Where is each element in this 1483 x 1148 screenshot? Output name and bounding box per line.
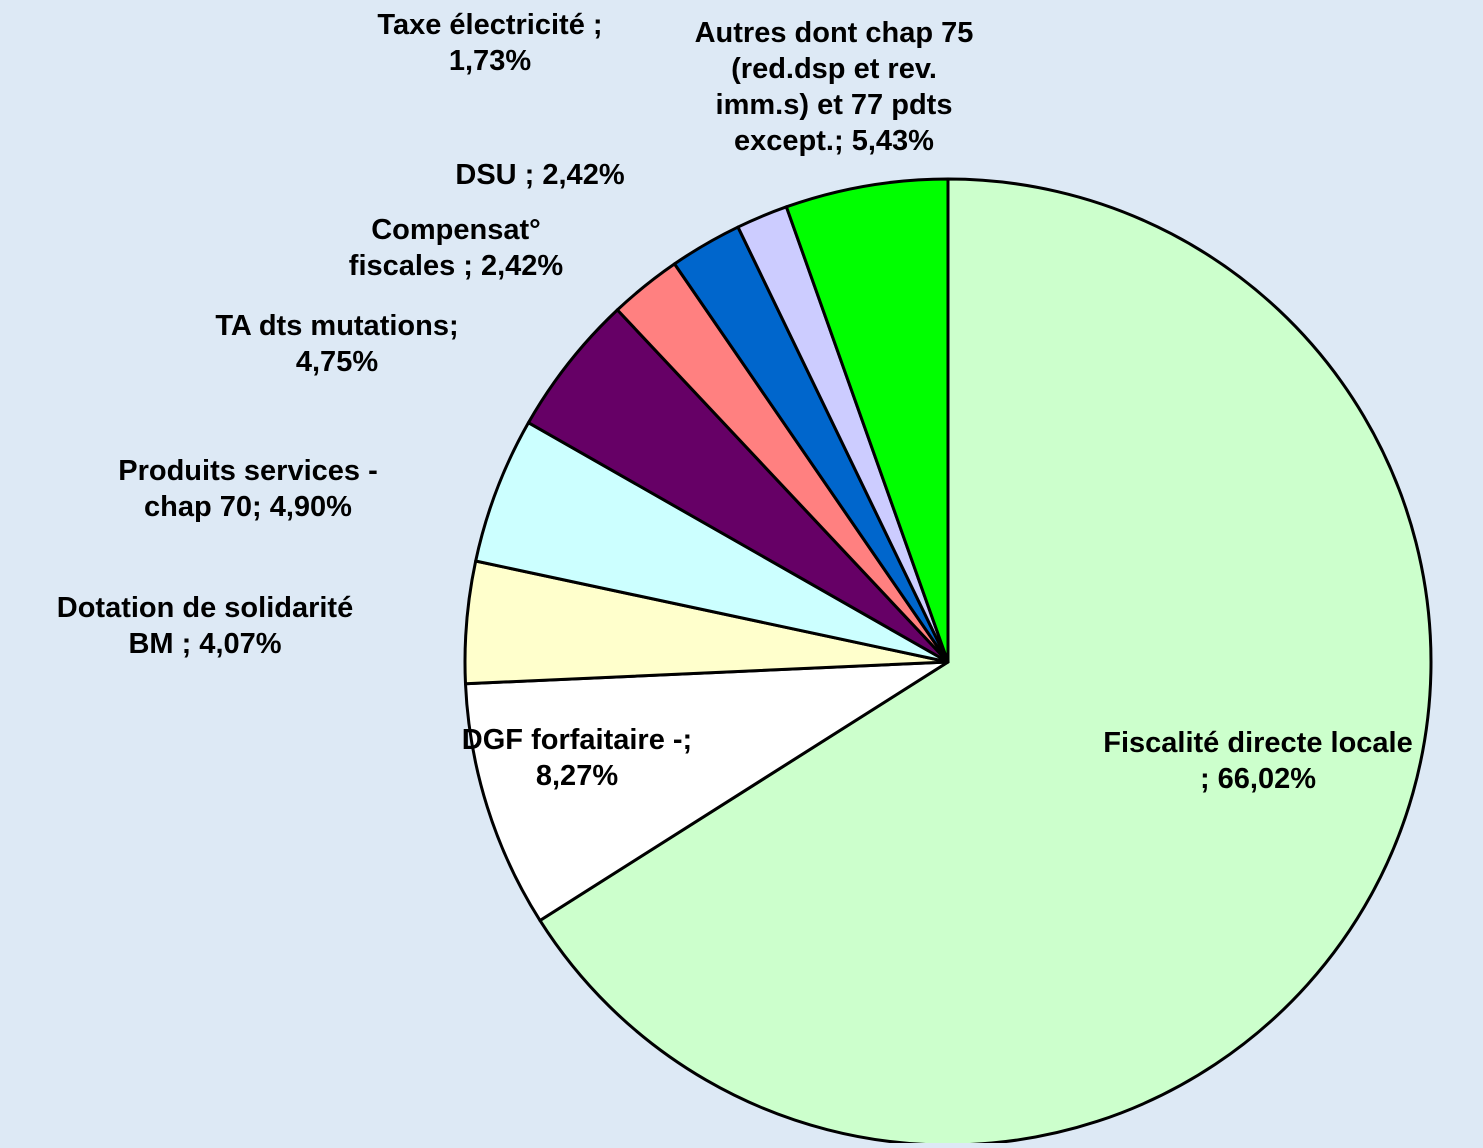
slice-label-line: imm.s) et 77 pdts bbox=[716, 89, 953, 121]
slice-label-line: chap 70; 4,90% bbox=[144, 491, 352, 523]
slice-label-2: DGF forfaitaire -; 8,27% bbox=[462, 724, 692, 792]
slice-label-line: Taxe électricité ; bbox=[377, 9, 602, 41]
slice-label-line: BM ; 4,07% bbox=[128, 628, 281, 660]
pie-slices bbox=[463, 177, 1433, 1147]
slice-label-line: Compensat° bbox=[371, 214, 541, 246]
slice-label-line: Dotation de solidarité bbox=[57, 592, 353, 624]
slice-label-line: 4,75% bbox=[296, 346, 378, 378]
pie-slice-4 bbox=[474, 421, 950, 664]
slice-label-line: ; 66,02% bbox=[1200, 763, 1316, 795]
slice-label-line: Produits services - bbox=[118, 455, 378, 487]
pie-labels: Fiscalité directe locale ; 66,02% DGF forf… bbox=[57, 9, 1413, 795]
slice-label-line: (red.dsp et rev. bbox=[731, 53, 937, 85]
slice-label-line: TA dts mutations; bbox=[215, 310, 458, 342]
slice-label-line: 1,73% bbox=[449, 45, 531, 77]
slice-label-6: Compensat° fiscales ; 2,42% bbox=[349, 214, 564, 282]
pie-slice-9 bbox=[784, 177, 950, 664]
slice-label-line: DSU ; 2,42% bbox=[455, 159, 624, 191]
slice-label-7: DSU ; 2,42% bbox=[455, 159, 624, 191]
slice-label-line: except.; 5,43% bbox=[734, 125, 934, 157]
slice-label-line: DGF forfaitaire -; bbox=[462, 724, 692, 756]
pie-slice-1 bbox=[538, 177, 1433, 1147]
slice-label-line: fiscales ; 2,42% bbox=[349, 250, 564, 282]
slice-label-1: Fiscalité directe locale ; 66,02% bbox=[1103, 727, 1412, 795]
pie-slice-2 bbox=[463, 660, 950, 922]
slice-label-line: Autres dont chap 75 bbox=[695, 17, 974, 49]
slice-label-5: TA dts mutations; 4,75% bbox=[215, 310, 458, 378]
slice-label-9: Autres dont chap 75 (red.dsp et rev. imm.s… bbox=[695, 17, 974, 157]
slice-label-8: Taxe électricité ; 1,73% bbox=[377, 9, 602, 77]
slice-label-line: 8,27% bbox=[536, 760, 618, 792]
slice-label-3: Dotation de solidarité BM ; 4,07% bbox=[57, 592, 353, 660]
slice-label-line: Fiscalité directe locale bbox=[1103, 727, 1412, 759]
slice-label-4: Produits services - chap 70; 4,90% bbox=[118, 455, 378, 523]
